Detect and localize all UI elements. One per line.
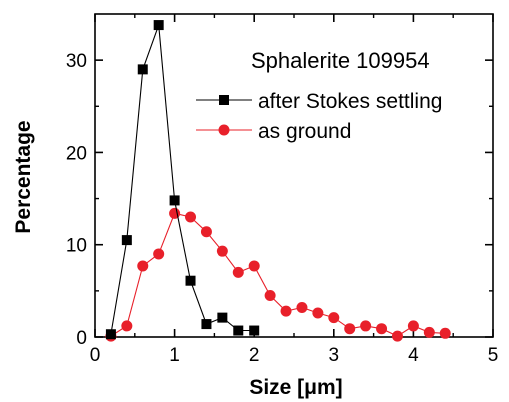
data-point xyxy=(391,330,403,342)
y-tick-label: 20 xyxy=(66,143,87,164)
legend-label: after Stokes settling xyxy=(258,90,442,113)
series-as-ground xyxy=(105,207,451,342)
data-point xyxy=(137,260,149,272)
data-point xyxy=(249,325,260,336)
y-tick-label: 30 xyxy=(66,51,87,72)
y-tick-label: 0 xyxy=(76,328,87,349)
data-point xyxy=(121,320,133,332)
axis-ticks: 0 1 2 3 4 5 0 10 20 30 xyxy=(66,14,498,366)
x-tick-label: 1 xyxy=(169,345,180,366)
data-point xyxy=(121,235,132,246)
data-point xyxy=(264,289,276,301)
x-tick-label: 4 xyxy=(408,345,419,366)
legend-marker xyxy=(218,124,230,136)
data-point xyxy=(439,327,451,339)
x-tick-label: 3 xyxy=(329,345,340,366)
data-point xyxy=(169,195,180,206)
data-point xyxy=(280,305,292,317)
data-point xyxy=(232,266,244,278)
legend-entry-after-stokes-settling: after Stokes settling xyxy=(196,90,442,113)
data-point xyxy=(248,260,260,272)
data-point xyxy=(153,20,164,31)
y-axis-title: Percentage xyxy=(12,120,35,233)
data-point xyxy=(233,325,244,336)
data-point xyxy=(201,319,212,330)
data-point xyxy=(217,312,228,323)
data-point xyxy=(185,211,197,223)
data-point xyxy=(423,326,435,338)
data-point xyxy=(137,64,148,75)
x-axis-title: Size [μm] xyxy=(249,376,342,399)
data-point xyxy=(216,245,228,257)
x-tick-label: 5 xyxy=(488,345,499,366)
data-point xyxy=(312,307,324,319)
data-point xyxy=(185,275,196,286)
y-tick-label: 10 xyxy=(66,236,87,257)
chart-annotation: Sphalerite 109954 xyxy=(251,48,430,73)
legend: after Stokes settling as ground xyxy=(196,90,442,143)
data-point xyxy=(296,301,308,313)
data-point xyxy=(407,320,419,332)
data-point xyxy=(153,248,165,260)
series-after-stokes-settling xyxy=(105,20,260,340)
data-point xyxy=(328,312,340,324)
data-point xyxy=(360,320,372,332)
x-tick-label: 2 xyxy=(249,345,260,366)
legend-label: as ground xyxy=(258,120,351,143)
series-line xyxy=(110,24,255,335)
series-layer xyxy=(105,20,451,342)
legend-entry-as-ground: as ground xyxy=(196,120,351,143)
x-tick-label: 0 xyxy=(90,345,101,366)
legend-marker xyxy=(219,95,229,105)
series-line xyxy=(110,212,446,337)
data-point xyxy=(105,329,116,340)
data-point xyxy=(200,226,212,238)
data-point xyxy=(344,323,356,335)
data-point xyxy=(376,323,388,335)
